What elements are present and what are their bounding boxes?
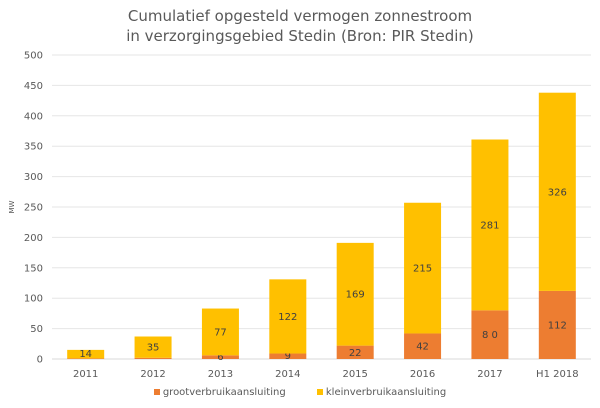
data-label: 22 — [349, 348, 362, 359]
bar-kleinverbruikaansluiting-2013 — [201, 308, 239, 356]
legend-swatch-grootverbruik — [153, 389, 160, 395]
legend-item-kleinverbruik: kleinverbruikaansluiting — [316, 387, 447, 398]
bar-grootverbruikaansluiting-2014 — [269, 353, 307, 359]
data-label: 42 — [416, 342, 429, 353]
legend-item-grootverbruik: grootverbruikaansluiting — [153, 387, 286, 398]
data-label: 281 — [480, 220, 499, 231]
x-tick-label: 2011 — [73, 369, 98, 380]
x-tick-label: 2016 — [410, 369, 435, 380]
data-label: 215 — [413, 264, 432, 275]
data-label: 6 — [217, 352, 223, 363]
x-tick-label: 2015 — [342, 369, 367, 380]
legend: grootverbruikaansluiting kleinverbruikaa… — [0, 387, 600, 398]
y-tick-label: 400 — [24, 111, 43, 122]
y-axis-ticks: 0 50 100 150 200 250 300 350 400 450 500 — [24, 51, 43, 366]
chart-title: Cumulatief opgesteld vermogen zonnestroo… — [0, 6, 600, 46]
chart-title-line-1: Cumulatief opgesteld vermogen zonnestroo… — [127, 7, 473, 25]
x-tick-label: 2014 — [275, 369, 300, 380]
x-tick-label: 2013 — [208, 369, 233, 380]
y-tick-label: 300 — [24, 172, 43, 183]
data-label: 8 0 — [482, 330, 498, 341]
data-label: 112 — [548, 320, 567, 331]
bar-grootverbruikaansluiting-2017 — [471, 310, 509, 359]
data-label: 122 — [278, 312, 297, 323]
bar-kleinverbruikaansluiting-2012 — [134, 336, 172, 358]
data-label: 77 — [214, 327, 227, 338]
legend-swatch-kleinverbruik — [316, 389, 323, 395]
x-tick-label: H1 2018 — [536, 369, 579, 380]
data-label: 9 — [285, 351, 291, 362]
bar-kleinverbruikaansluiting-H1-2018 — [538, 92, 576, 291]
gridlines — [52, 54, 591, 360]
x-axis-ticks: 2011 2012 2013 2014 2015 2016 2017 H1 2018 — [73, 369, 579, 380]
x-tick-label: 2012 — [140, 369, 165, 380]
bar-grootverbruikaansluiting-2012 — [134, 357, 172, 359]
bar-grootverbruikaansluiting-2011 — [67, 358, 105, 359]
y-tick-label: 500 — [24, 51, 43, 62]
y-tick-label: 250 — [24, 203, 43, 214]
bar-kleinverbruikaansluiting-2016 — [404, 202, 442, 334]
y-axis-label: MW — [8, 200, 16, 213]
bar-kleinverbruikaansluiting-2017 — [471, 139, 509, 311]
y-tick-label: 100 — [24, 294, 43, 305]
legend-label-kleinverbruik: kleinverbruikaansluiting — [325, 387, 447, 398]
bar-grootverbruikaansluiting-2013 — [201, 355, 239, 359]
y-tick-label: 200 — [24, 233, 43, 244]
y-tick-label: 350 — [24, 142, 43, 153]
data-label: 35 — [147, 343, 160, 354]
legend-label-grootverbruik: grootverbruikaansluiting — [162, 387, 286, 398]
bar-kleinverbruikaansluiting-2015 — [336, 242, 374, 346]
y-tick-label: 0 — [37, 355, 43, 366]
chart-title-line-2: in verzorgingsgebied Stedin (Bron: PIR S… — [126, 27, 474, 45]
y-tick-label: 150 — [24, 263, 43, 274]
y-tick-label: 450 — [24, 81, 43, 92]
data-label: 326 — [548, 187, 567, 198]
data-label: 169 — [346, 290, 365, 301]
bar-kleinverbruikaansluiting-2014 — [269, 279, 307, 354]
x-tick-label: 2017 — [477, 369, 502, 380]
data-label: 14 — [79, 349, 92, 360]
bar-kleinverbruikaansluiting-2011 — [67, 349, 105, 359]
bar-grootverbruikaansluiting-2015 — [336, 345, 374, 359]
bar-grootverbruikaansluiting-2016 — [404, 333, 442, 359]
y-tick-label: 50 — [30, 324, 43, 335]
bars: 14 35 6 77 9 122 22 169 42 215 8 0 281 112 326 — [67, 92, 576, 363]
bar-grootverbruikaansluiting-H1-2018 — [538, 290, 576, 359]
